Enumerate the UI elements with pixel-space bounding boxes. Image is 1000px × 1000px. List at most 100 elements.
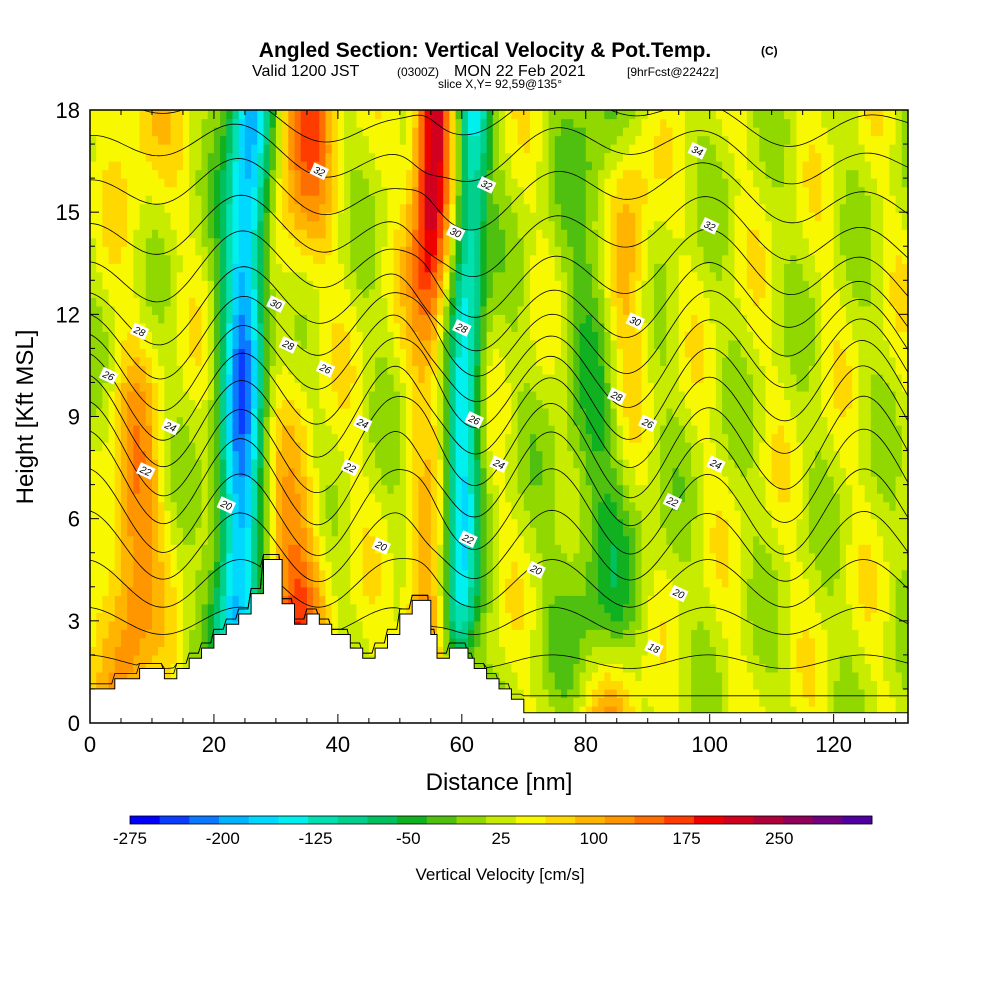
field-cell	[195, 578, 203, 588]
field-cell	[220, 254, 227, 264]
field-cell	[294, 407, 302, 418]
field-cell	[480, 237, 488, 247]
field-cell	[151, 603, 159, 613]
field-cell	[170, 373, 178, 384]
field-cell	[412, 467, 420, 477]
field-cell	[164, 612, 172, 622]
field-cell	[344, 382, 351, 392]
field-cell	[114, 203, 122, 213]
field-cell	[455, 578, 463, 588]
field-cell	[151, 161, 159, 171]
field-cell	[474, 220, 482, 230]
field-cell	[139, 356, 147, 367]
field-cell	[288, 493, 296, 503]
field-cell	[306, 169, 314, 179]
field-cell	[294, 118, 302, 128]
field-cell	[164, 620, 172, 630]
field-cell	[294, 544, 302, 554]
field-cell	[511, 280, 519, 290]
field-cell	[120, 476, 128, 486]
field-cell	[220, 425, 227, 435]
field-cell	[362, 169, 370, 179]
field-cell	[325, 407, 333, 418]
field-cell	[387, 373, 395, 384]
field-cell	[499, 399, 506, 409]
field-cell	[387, 552, 395, 562]
field-cell	[139, 169, 147, 179]
field-cell	[170, 501, 178, 511]
field-cell	[294, 501, 302, 511]
field-cell	[170, 433, 178, 443]
field-cell	[474, 654, 482, 664]
field-cell	[455, 314, 463, 324]
field-cell	[226, 373, 234, 384]
field-cell	[195, 127, 203, 137]
field-cell	[387, 425, 395, 435]
field-cell	[257, 586, 265, 596]
field-cell	[517, 603, 525, 613]
field-cell	[139, 178, 147, 188]
field-cell	[474, 152, 482, 162]
field-cell	[238, 416, 246, 426]
field-cell	[406, 118, 413, 128]
field-cell	[288, 271, 296, 281]
field-cell	[313, 416, 320, 426]
field-cell	[375, 493, 382, 503]
field-cell	[492, 220, 500, 230]
field-cell	[325, 305, 333, 315]
field-cell	[120, 280, 128, 290]
field-cell	[300, 569, 308, 579]
field-cell	[313, 561, 320, 571]
field-cell	[406, 425, 413, 435]
field-cell	[313, 442, 320, 452]
field-cell	[443, 612, 451, 622]
field-cell	[492, 544, 500, 554]
field-cell	[393, 476, 401, 486]
field-cell	[455, 433, 463, 443]
field-cell	[176, 493, 184, 503]
field-cell	[418, 203, 426, 213]
field-cell	[263, 518, 271, 528]
field-cell	[306, 127, 314, 137]
field-cell	[356, 203, 364, 213]
field-cell	[300, 152, 308, 162]
field-cell	[182, 493, 190, 503]
field-cell	[381, 229, 389, 239]
field-cell	[207, 407, 215, 418]
field-cell	[505, 186, 512, 196]
field-cell	[499, 178, 506, 188]
field-cell	[437, 348, 444, 358]
field-cell	[151, 305, 159, 315]
field-cell	[195, 203, 203, 213]
field-cell	[313, 314, 320, 324]
field-cell	[220, 578, 227, 588]
field-cell	[412, 297, 420, 307]
field-cell	[443, 433, 451, 443]
field-cell	[164, 280, 172, 290]
field-cell	[499, 390, 506, 401]
field-cell	[114, 450, 122, 460]
field-cell	[331, 297, 339, 307]
field-cell	[170, 390, 178, 401]
field-cell	[232, 476, 240, 486]
field-cell	[90, 467, 97, 477]
field-cell	[486, 493, 494, 503]
field-cell	[381, 484, 389, 494]
field-cell	[356, 476, 364, 486]
field-cell	[430, 450, 438, 460]
field-cell	[127, 356, 134, 367]
field-cell	[375, 620, 382, 630]
field-cell	[151, 186, 159, 196]
field-cell	[213, 433, 221, 443]
field-cell	[337, 484, 345, 494]
field-cell	[238, 365, 246, 375]
field-cell	[244, 544, 252, 554]
field-cell	[170, 637, 178, 647]
field-cell	[443, 603, 451, 613]
field-cell	[238, 144, 246, 154]
field-cell	[337, 152, 345, 162]
field-cell	[170, 161, 178, 171]
field-cell	[288, 425, 296, 435]
field-cell	[449, 518, 457, 528]
field-cell	[319, 331, 327, 341]
